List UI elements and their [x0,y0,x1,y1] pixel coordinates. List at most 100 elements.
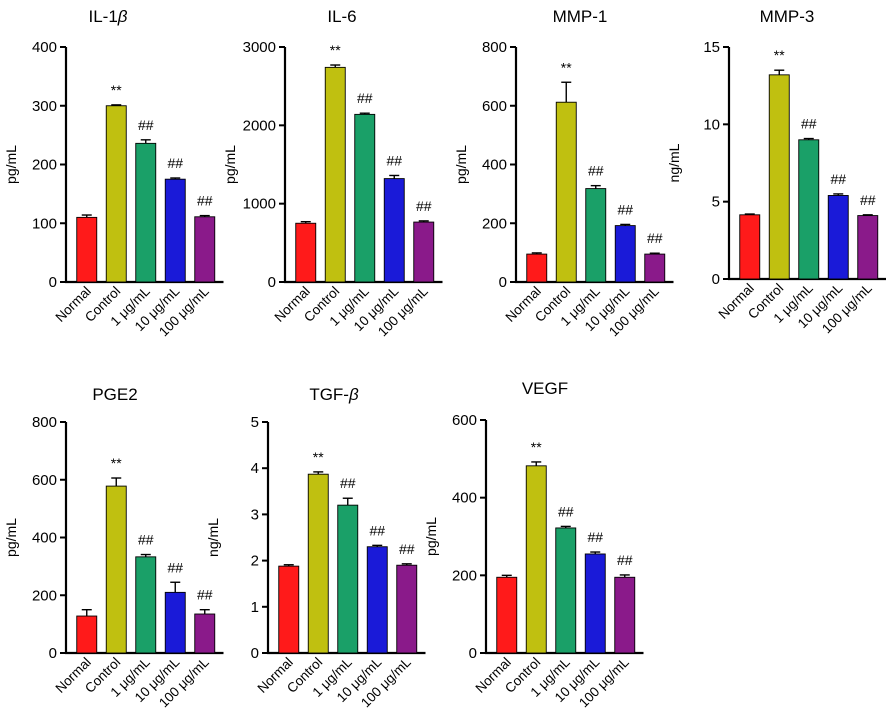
bar [413,221,435,283]
bar [555,101,577,283]
significance-label: ** [774,47,785,63]
y-axis-label: pg/mL [423,517,439,556]
significance-label: ## [617,201,633,217]
significance-label: ## [587,529,603,545]
y-axis-label: pg/mL [453,145,469,184]
y-tick-label: 0 [49,274,57,291]
bar [585,188,607,283]
chart-title: IL-1β [88,7,127,26]
bar [324,66,346,283]
bar [555,527,577,654]
y-tick-label: 400 [482,157,507,174]
chart-title: TGF-β [309,385,359,404]
bar [337,504,359,654]
significance-label: ## [830,171,846,187]
bar [135,556,157,654]
significance-label: ** [111,455,122,471]
bar [194,613,216,654]
significance-label: ## [558,503,574,519]
bar [739,214,761,280]
significance-label: ## [647,230,663,246]
chart-panel: IL-60100020003000pg/mLNormal**Control##1… [222,7,443,339]
significance-label: ## [357,90,373,106]
y-tick-label: 200 [482,215,507,232]
bar [798,139,820,280]
significance-label: ## [588,163,604,179]
significance-label: ## [617,552,633,568]
y-tick-label: 3000 [243,39,276,56]
significance-label: ## [138,117,154,133]
chart-title: IL-6 [327,7,356,26]
y-tick-label: 0 [469,645,477,662]
significance-label: ** [111,82,122,98]
y-tick-label: 800 [32,414,57,431]
bar [768,74,790,280]
significance-label: ## [197,587,213,603]
bar [614,576,636,654]
significance-label: ** [531,439,542,455]
y-tick-label: 5 [251,414,259,431]
bar [105,105,127,283]
y-tick-label: 2000 [243,117,276,134]
y-tick-label: 600 [482,98,507,115]
y-tick-label: 10 [703,116,720,133]
bar [164,591,186,654]
y-tick-label: 300 [32,98,57,115]
significance-label: ** [330,42,341,58]
significance-label: ** [561,59,572,75]
bar [194,216,216,283]
bar [644,253,666,283]
y-tick-label: 0 [49,645,57,662]
y-tick-label: 5 [712,194,720,211]
bar [354,113,376,283]
y-tick-label: 0 [712,271,720,288]
chart-panel: MMP-10200400600800pg/mLNormal**Control##… [453,7,674,339]
significance-label: ## [167,559,183,575]
bar [383,178,405,283]
significance-label: ## [416,198,432,214]
significance-label: ## [386,152,402,168]
y-tick-label: 2 [251,553,259,570]
y-tick-label: 3 [251,506,259,523]
chart-title: MMP-1 [553,7,608,26]
chart-panel: IL-1β0100200300400pg/mLNormal**Control##… [3,7,224,339]
bar [584,553,606,654]
y-tick-label: 0 [251,645,259,662]
significance-label: ## [860,192,876,208]
bar [307,473,329,654]
bar [278,565,300,654]
significance-label: ## [801,116,817,132]
y-axis-label: pg/mL [222,145,238,184]
bar [525,465,547,654]
y-axis-label: pg/mL [3,518,19,557]
bar [857,215,879,280]
y-tick-label: 800 [482,39,507,56]
significance-label: ** [313,449,324,465]
chart-panel: PGE20200400600800pg/mLNormal**Control##1… [3,385,224,710]
y-tick-label: 0 [499,274,507,291]
y-tick-label: 1 [251,599,259,616]
significance-label: ## [340,475,356,491]
y-axis-label: ng/mL [205,518,221,557]
significance-label: ## [369,522,385,538]
y-tick-label: 400 [32,39,57,56]
y-tick-label: 4 [251,460,259,477]
y-tick-label: 200 [32,587,57,604]
bar [76,216,98,283]
bar [366,546,388,654]
chart-title: PGE2 [92,385,137,404]
bar [526,253,548,283]
y-tick-label: 15 [703,39,720,56]
y-tick-label: 100 [32,215,57,232]
bar [105,485,127,654]
y-tick-label: 0 [268,274,276,291]
y-axis-label: pg/mL [3,145,19,184]
bar [76,615,98,654]
y-tick-label: 400 [452,490,477,507]
bar [295,222,317,283]
y-axis-label: ng/mL [666,143,682,182]
chart-title: MMP-3 [760,7,815,26]
